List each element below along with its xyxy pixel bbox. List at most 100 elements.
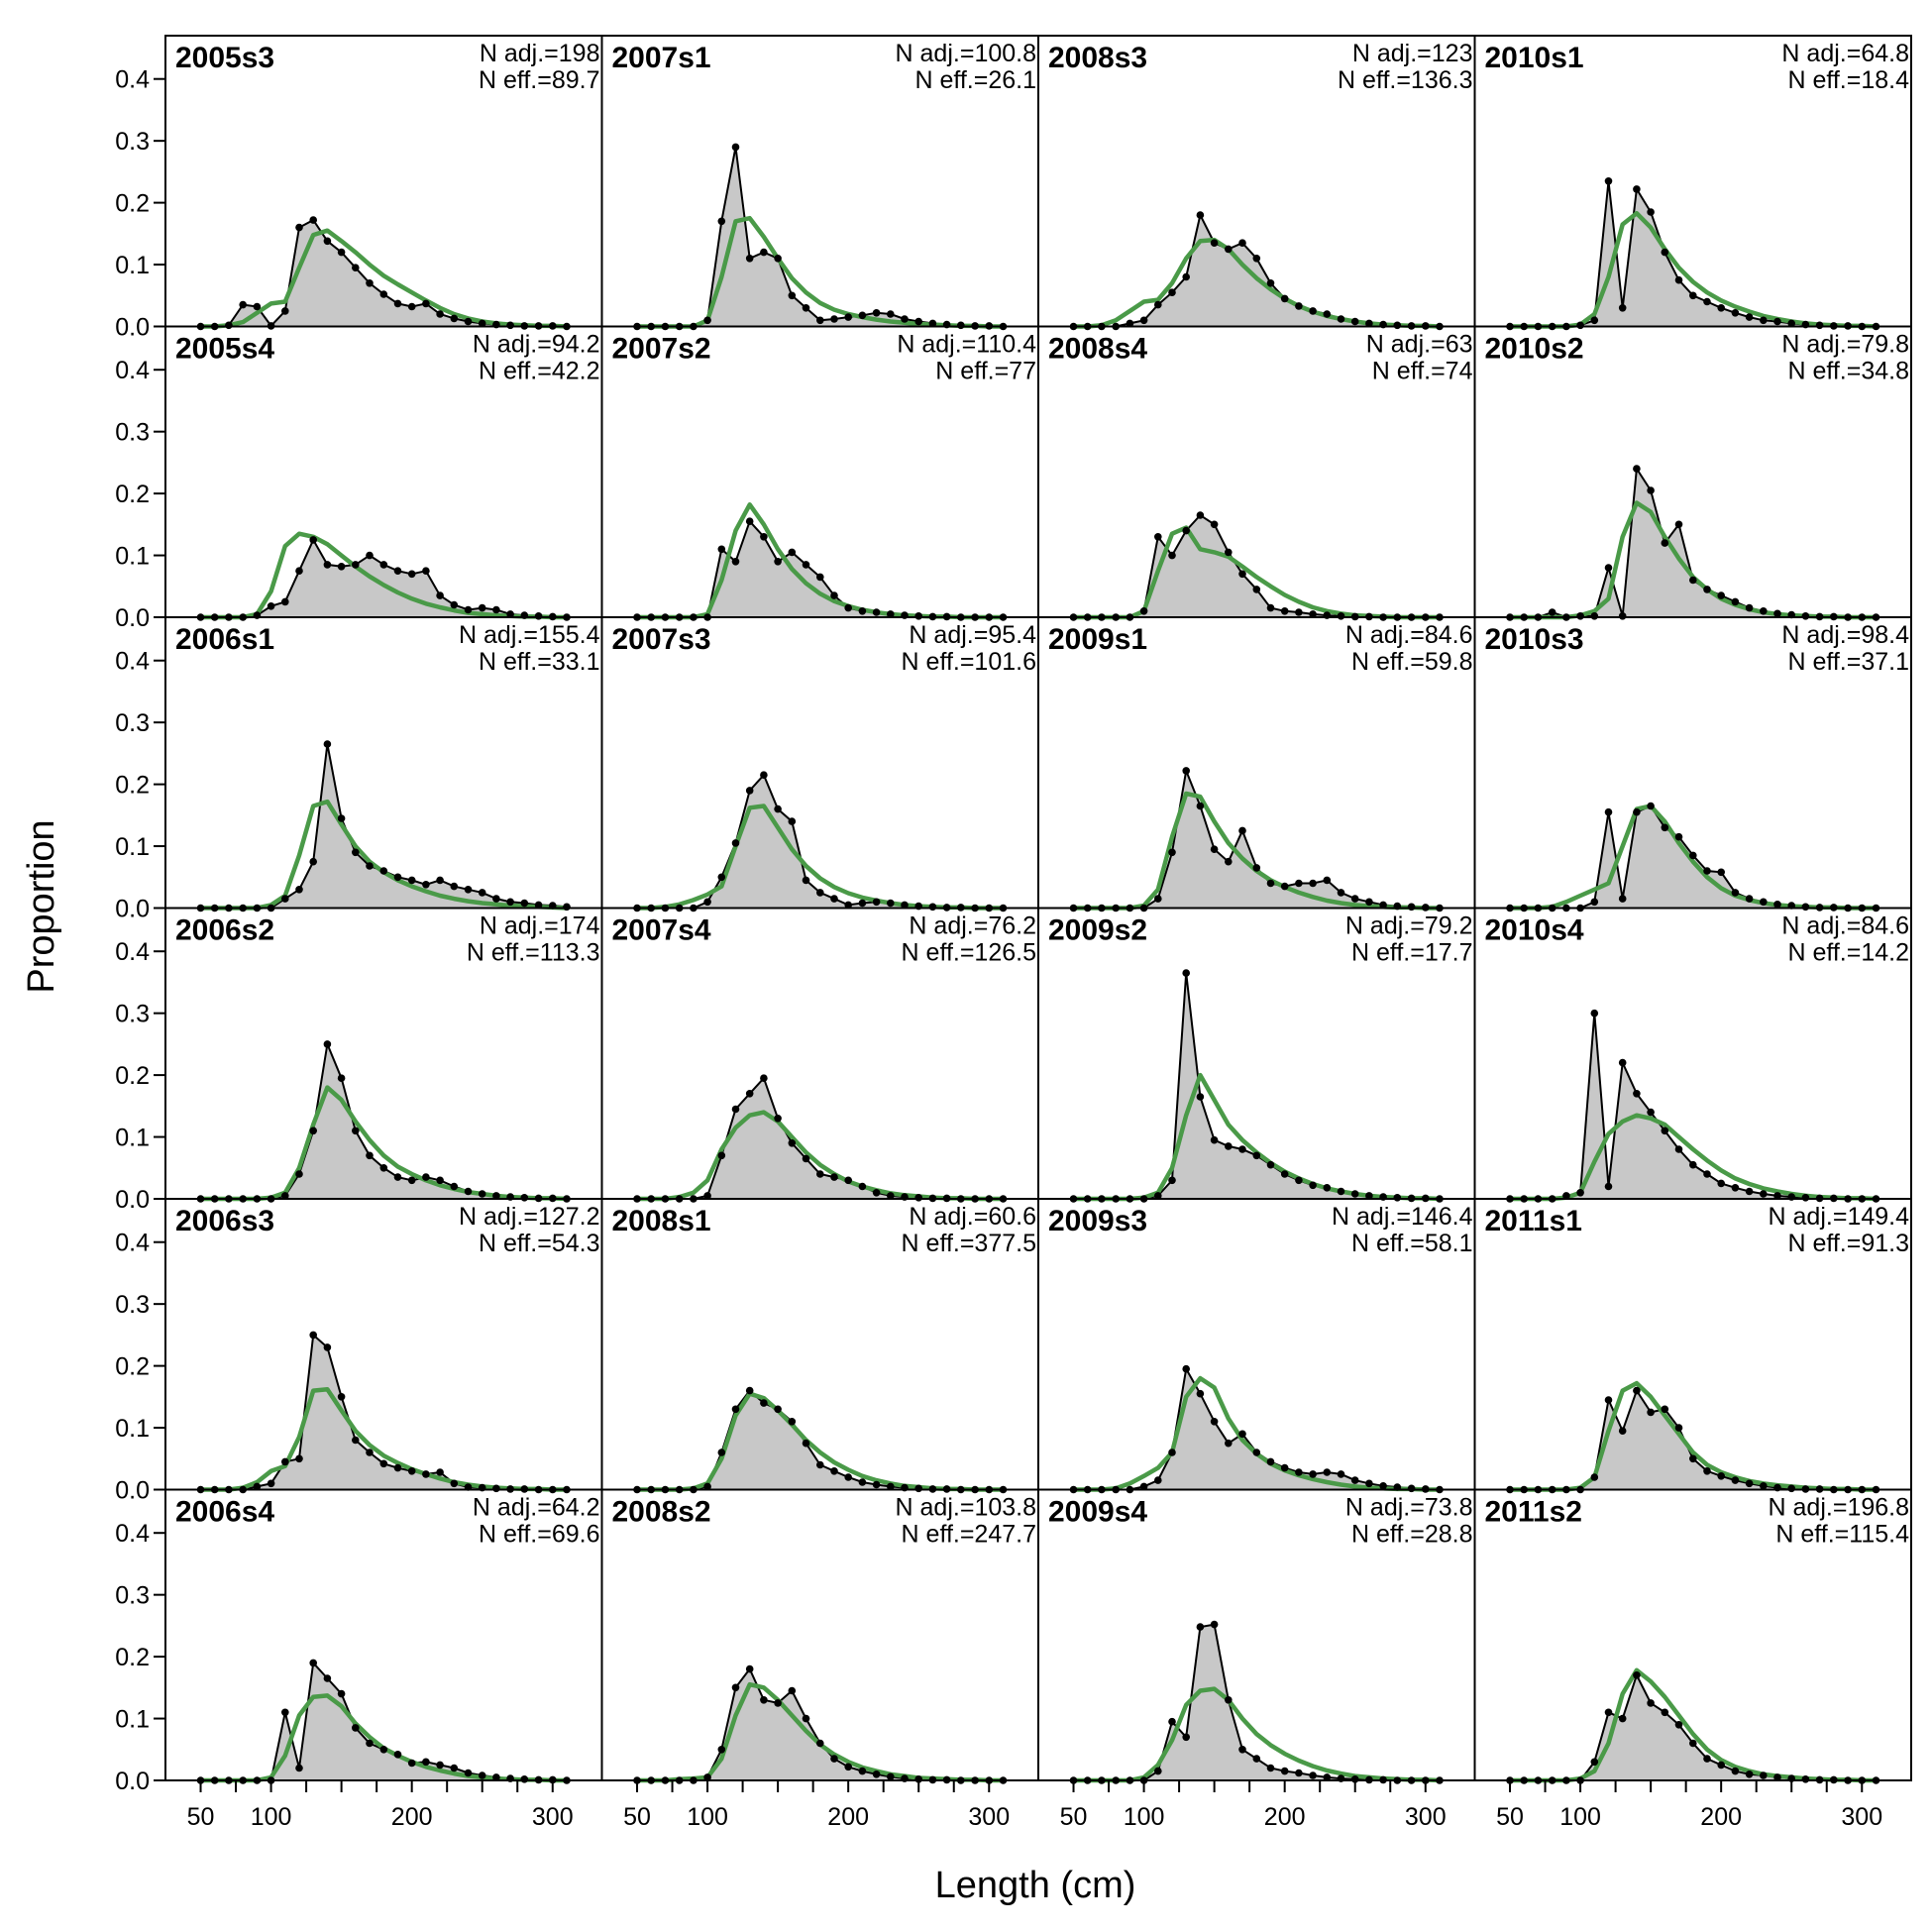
panel-2008s2: 2008s2 N adj.=103.8N eff.=247.7 50 100 200 30… — [600, 1488, 1039, 1831]
observed-point — [1773, 1192, 1781, 1200]
panel-title: 2008s1 — [612, 1205, 711, 1237]
y-tick-label: 0.4 — [115, 1520, 150, 1548]
observed-point — [1126, 319, 1134, 328]
observed-point — [393, 1463, 402, 1472]
panel-2011s2: 2011s2 N adj.=196.8N eff.=115.4 50 100 200 30… — [1473, 1488, 1912, 1831]
observed-point — [1280, 1767, 1289, 1775]
panel-2007s2: 2007s2 N adj.=110.4N eff.=77 — [600, 325, 1039, 621]
observed-point — [1252, 255, 1261, 263]
observed-point — [1674, 1424, 1683, 1432]
observed-point — [281, 307, 289, 315]
observed-point — [872, 309, 881, 317]
observed-point — [1323, 876, 1332, 885]
observed-point — [816, 1460, 824, 1469]
observed-point — [788, 1418, 797, 1426]
observed-point — [563, 903, 571, 912]
panel-2010s3: 2010s3 N adj.=98.4N eff.=37.1 — [1473, 616, 1912, 912]
observed-point — [844, 1763, 852, 1771]
observed-point — [1295, 608, 1303, 616]
observed-point — [379, 561, 388, 569]
panel-title: 2010s1 — [1485, 42, 1584, 74]
observed-point — [1703, 586, 1711, 593]
observed-point — [1350, 1190, 1359, 1198]
observed-point — [1760, 1771, 1768, 1779]
observed-point — [887, 1772, 895, 1781]
n-eff-label: N eff.=377.5 — [902, 1230, 1036, 1257]
panel-2005s4: 2005s4 N adj.=94.2N eff.=42.2 0.0 0.1 0.2 0.3… — [115, 325, 603, 632]
observed-area — [637, 775, 1004, 909]
observed-point — [366, 1739, 374, 1748]
observed-point — [1633, 1386, 1641, 1395]
observed-point — [1590, 612, 1599, 620]
observed-area — [1510, 1013, 1877, 1199]
observed-point — [1182, 1364, 1190, 1373]
n-adj-label: N adj.=63 — [1366, 331, 1473, 359]
x-tick-label: 100 — [1124, 1803, 1165, 1831]
observed-area — [1510, 1390, 1877, 1490]
observed-area — [1073, 215, 1440, 327]
observed-area — [637, 1078, 1004, 1199]
n-eff-label: N eff.=33.1 — [479, 648, 600, 676]
y-tick-label: 0.4 — [115, 1230, 150, 1257]
observed-point — [1350, 317, 1359, 326]
observed-point — [1168, 551, 1176, 560]
n-adj-label: N adj.=79.2 — [1345, 912, 1473, 940]
observed-point — [774, 558, 782, 566]
observed-point — [1210, 239, 1219, 247]
observed-point — [703, 1192, 711, 1200]
observed-point — [337, 1074, 346, 1082]
n-eff-label: N eff.=54.3 — [479, 1230, 600, 1257]
observed-point — [393, 873, 402, 882]
observed-point — [253, 302, 262, 311]
observed-point — [1717, 1761, 1725, 1770]
y-tick-label: 0.2 — [115, 1353, 150, 1381]
observed-point — [1604, 1396, 1613, 1404]
panel-title: 2006s3 — [175, 1205, 274, 1237]
observed-area — [637, 1390, 1004, 1490]
observed-point — [1196, 511, 1205, 519]
observed-point — [1295, 1176, 1303, 1185]
observed-point — [1661, 539, 1669, 547]
y-tick-label: 0.4 — [115, 66, 150, 94]
observed-point — [1407, 1484, 1416, 1493]
observed-point — [1618, 1714, 1627, 1723]
observed-point — [379, 1459, 388, 1468]
observed-point — [422, 881, 430, 889]
observed-point — [1647, 1408, 1655, 1417]
n-adj-label: N adj.=98.4 — [1781, 621, 1909, 649]
observed-point — [309, 1659, 318, 1667]
observed-point — [1168, 1449, 1176, 1456]
observed-point — [1238, 1145, 1246, 1153]
observed-point — [492, 895, 500, 903]
observed-point — [1337, 889, 1345, 897]
y-axis-label: Proportion — [21, 819, 62, 993]
observed-point — [760, 1399, 768, 1407]
observed-point — [534, 612, 543, 620]
observed-point — [1647, 1699, 1655, 1707]
n-adj-label: N adj.=84.6 — [1781, 912, 1909, 940]
observed-point — [858, 1182, 867, 1191]
observed-point — [914, 1484, 922, 1493]
panel-2009s1: 2009s1 N adj.=84.6N eff.=59.8 — [1037, 616, 1476, 912]
observed-point — [802, 1154, 810, 1163]
observed-point — [1633, 1671, 1641, 1679]
expected-line — [200, 531, 567, 620]
observed-point — [352, 264, 360, 272]
observed-point — [1323, 1773, 1332, 1781]
panel-title: 2010s4 — [1485, 914, 1584, 947]
observed-point — [760, 1696, 768, 1704]
y-tick-label: 0.1 — [115, 833, 150, 861]
observed-point — [1590, 1758, 1599, 1767]
n-eff-label: N eff.=28.8 — [1351, 1521, 1473, 1549]
y-tick-label: 0.1 — [115, 1706, 150, 1734]
observed-point — [703, 1482, 711, 1491]
n-adj-label: N adj.=149.4 — [1769, 1203, 1910, 1231]
x-tick-label: 50 — [187, 1803, 215, 1831]
observed-point — [760, 248, 768, 257]
observed-point — [1689, 576, 1697, 585]
observed-point — [1633, 465, 1641, 473]
n-eff-label: N eff.=37.1 — [1787, 648, 1909, 676]
n-eff-label: N eff.=42.2 — [479, 358, 600, 385]
